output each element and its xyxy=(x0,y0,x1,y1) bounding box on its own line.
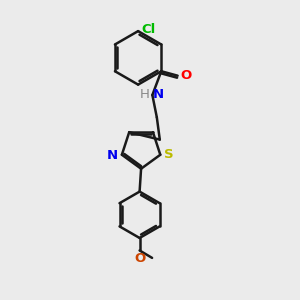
Text: O: O xyxy=(134,252,145,265)
Text: Cl: Cl xyxy=(142,23,156,36)
Text: O: O xyxy=(180,69,191,82)
Text: N: N xyxy=(107,149,118,162)
Text: H: H xyxy=(140,88,150,101)
Text: N: N xyxy=(153,88,164,101)
Text: S: S xyxy=(164,148,174,161)
